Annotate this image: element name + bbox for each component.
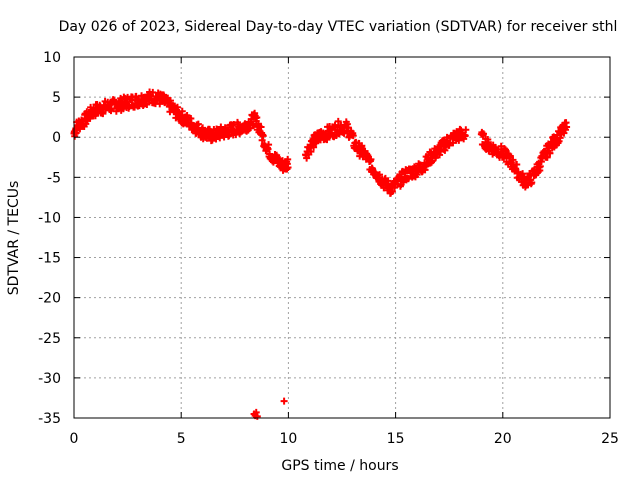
- y-tick-label: -5: [47, 170, 61, 186]
- data-point: [388, 188, 396, 196]
- data-point: [536, 162, 544, 170]
- y-axis-label: SDTVAR / TECUs: [6, 181, 22, 296]
- data-point: [252, 408, 260, 416]
- data-point: [323, 136, 331, 144]
- y-tick-label: -15: [38, 251, 61, 267]
- data-point: [546, 149, 554, 157]
- data-point: [349, 132, 357, 140]
- chart-title: Day 026 of 2023, Sidereal Day-to-day VTE…: [59, 19, 618, 35]
- data-point: [528, 178, 536, 186]
- x-tick-label: 10: [279, 431, 297, 447]
- data-point: [367, 155, 375, 163]
- data-point: [166, 97, 174, 105]
- data-point: [250, 122, 258, 130]
- plot-frame: [73, 56, 611, 419]
- data-point: [543, 153, 551, 161]
- x-tick-label: 5: [177, 431, 186, 447]
- x-tick-label: 20: [494, 431, 512, 447]
- y-tick-label: 10: [43, 50, 61, 66]
- data-point: [303, 154, 311, 162]
- data-point: [259, 132, 267, 140]
- data-point: [556, 134, 564, 142]
- data-point: [108, 105, 116, 113]
- data-point: [436, 151, 444, 159]
- data-point: [265, 141, 273, 149]
- data-point: [506, 152, 514, 160]
- x-tick-label: 15: [387, 431, 405, 447]
- data-point: [178, 107, 186, 115]
- axis-ticks: 0 5 10 15 20 25 10 5 0 -5 -10 -15 -20 -25 -30 -35: [38, 50, 619, 447]
- data-point: [461, 132, 469, 140]
- data-point: [143, 100, 151, 108]
- y-tick-label: -20: [38, 291, 61, 307]
- data-point: [307, 148, 315, 156]
- data-point: [284, 164, 292, 172]
- y-tick-label: 0: [52, 130, 61, 146]
- data-point: [455, 136, 463, 144]
- x-tick-label: 25: [601, 431, 619, 447]
- data-point: [284, 155, 292, 163]
- data-point: [334, 117, 342, 125]
- data-point: [513, 161, 521, 169]
- y-tick-label: -25: [38, 331, 61, 347]
- data-point: [310, 143, 318, 151]
- data-point: [480, 130, 488, 138]
- y-tick-label: -35: [38, 411, 61, 427]
- data-point: [257, 123, 265, 131]
- data-points: [70, 88, 571, 420]
- y-tick-label: -30: [38, 371, 61, 387]
- x-tick-label: 0: [70, 431, 79, 447]
- data-point: [563, 123, 571, 131]
- data-point: [509, 156, 517, 164]
- y-tick-label: -10: [38, 210, 61, 226]
- data-point: [404, 175, 412, 183]
- data-point: [253, 113, 261, 121]
- data-point: [376, 171, 384, 179]
- data-point: [280, 397, 288, 405]
- data-point: [344, 124, 352, 132]
- data-point: [462, 126, 470, 134]
- data-point: [253, 412, 261, 420]
- x-axis-label: GPS time / hours: [281, 458, 398, 474]
- data-point: [555, 137, 563, 145]
- data-point: [194, 120, 202, 128]
- y-tick-label: 5: [52, 90, 61, 106]
